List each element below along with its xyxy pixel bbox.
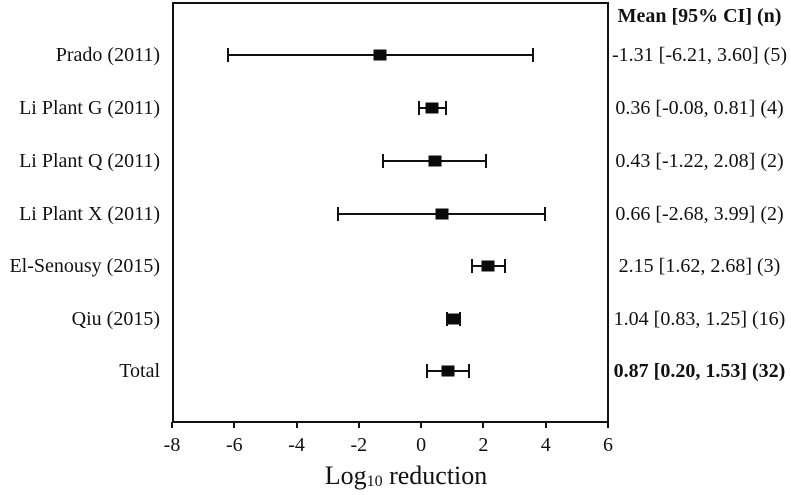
ci-cap-right: [484, 154, 487, 168]
ci-cap-right: [544, 207, 547, 221]
ci-cap-left: [417, 101, 420, 115]
ci-value-text: -1.31 [-6.21, 3.60] (5): [612, 44, 787, 66]
x-axis-title: Log10 reduction: [188, 461, 624, 495]
plot-area: [172, 2, 609, 423]
x-axis-title-subscript: 10: [366, 473, 383, 490]
x-axis-tick-label: -4: [288, 434, 305, 456]
x-axis-tick-label: 2: [478, 434, 489, 456]
ci-value-text: 0.66 [-2.68, 3.99] (2): [615, 203, 784, 225]
x-axis-tick-label: -8: [163, 434, 181, 456]
x-axis-tick-label: 4: [540, 434, 551, 456]
ci-cap-right: [532, 48, 535, 62]
study-label: Prado (2011): [55, 44, 160, 66]
x-axis-tick: [233, 422, 236, 428]
ci-value-text: 0.87 [0.20, 1.53] (32): [613, 360, 786, 382]
x-axis-tick: [171, 422, 173, 428]
ci-value-text: 1.04 [0.83, 1.25] (16): [613, 308, 786, 330]
x-axis-title-prefix: Log: [324, 461, 367, 490]
study-label: Total: [119, 360, 160, 382]
mean-square: [481, 260, 495, 272]
ci-cap-right: [459, 312, 462, 326]
x-axis-tick-label: -2: [350, 434, 368, 456]
mean-square: [373, 49, 387, 61]
ci-value-text: 0.36 [-0.08, 0.81] (4): [615, 97, 784, 119]
mean-square: [428, 155, 442, 167]
ci-cap-left: [426, 364, 429, 378]
x-axis-tick: [607, 422, 609, 428]
x-axis-tick-label: -6: [225, 434, 243, 456]
mean-square: [441, 365, 455, 377]
mean-square: [435, 208, 449, 220]
ci-column-header: Mean [95% CI] (n): [617, 5, 782, 27]
x-axis-title-suffix: reduction: [382, 461, 488, 490]
study-label: Li Plant Q (2011): [19, 150, 160, 172]
ci-cap-left: [470, 259, 473, 273]
x-axis-tick: [482, 422, 485, 428]
ci-cap-left: [382, 154, 385, 168]
ci-cap-left: [226, 48, 229, 62]
x-axis-tick-label: 6: [603, 434, 613, 456]
mean-square: [425, 102, 439, 114]
ci-cap-left: [336, 207, 339, 221]
ci-cap-right: [467, 364, 470, 378]
study-label: Li Plant G (2011): [19, 97, 160, 119]
ci-cap-right: [503, 259, 506, 273]
mean-square: [447, 313, 461, 325]
x-axis-tick: [357, 422, 360, 428]
x-axis-tick: [420, 422, 423, 428]
x-axis-tick: [544, 422, 547, 428]
ci-cap-left: [445, 312, 448, 326]
study-label: El-Senousy (2015): [9, 255, 160, 277]
ci-cap-right: [445, 101, 448, 115]
ci-value-text: 0.43 [-1.22, 2.08] (2): [615, 150, 784, 172]
x-axis-tick: [295, 422, 298, 428]
study-label: Qiu (2015): [71, 308, 160, 330]
study-label: Li Plant X (2011): [19, 203, 160, 225]
ci-value-text: 2.15 [1.62, 2.68] (3): [618, 255, 781, 277]
x-axis-tick-label: 0: [416, 434, 427, 456]
